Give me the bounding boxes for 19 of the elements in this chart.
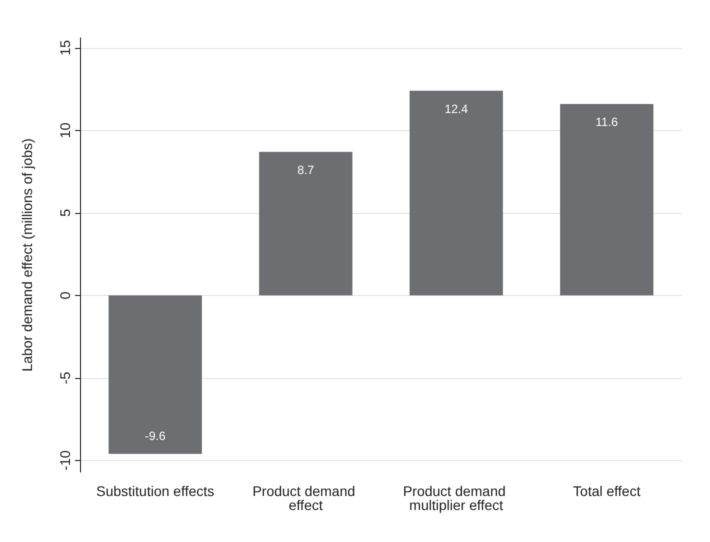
bar (108, 295, 202, 454)
x-tick-label: Product demand multiplier effect (402, 483, 510, 513)
y-tick-label: 15 (57, 40, 73, 56)
x-tick-label: Substitution effects (96, 483, 214, 499)
y-axis-title: Labor demand effect (millions of jobs) (19, 138, 35, 372)
bar (410, 90, 503, 296)
data-label: 11.6 (596, 115, 618, 130)
y-tick-label: -5 (57, 372, 73, 384)
data-label: -9.6 (144, 428, 166, 443)
x-tick-label: Total effect (573, 483, 641, 499)
y-tick-label: 5 (57, 208, 73, 217)
data-label: 8.7 (297, 162, 314, 177)
x-tick-label: Product demand effect (252, 483, 360, 513)
data-label: 12.4 (444, 102, 468, 116)
y-tick-label: 10 (57, 122, 73, 138)
y-tick-label: -10 (57, 450, 73, 471)
y-tick-label: 0 (57, 291, 73, 300)
bar (560, 104, 654, 296)
bar (259, 152, 352, 296)
